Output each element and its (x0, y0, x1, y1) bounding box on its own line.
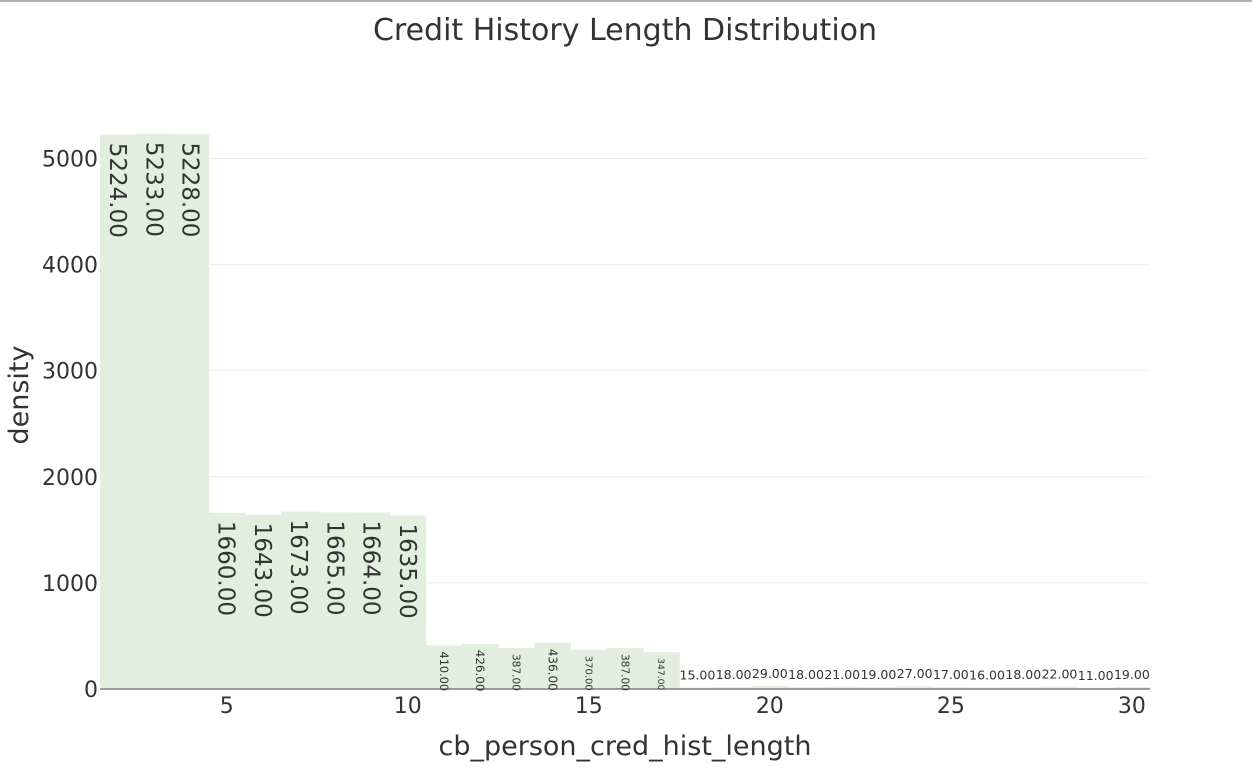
x-axis-title: cb_person_cred_hist_length (439, 731, 812, 762)
histogram-bar (787, 687, 825, 689)
bar-value-label: 11.00 (1078, 668, 1114, 683)
bar-value-label: 347.00 (655, 658, 666, 690)
y-axis-ticks: 0 1000 2000 3000 4000 5000 (42, 148, 98, 703)
bar-value-label: 22.00 (1042, 667, 1078, 682)
gridlines (210, 158, 1150, 584)
bar-value-label: 19.00 (1114, 667, 1150, 682)
histogram-bar (244, 514, 282, 689)
bar-value-label: 27.00 (897, 666, 933, 681)
bar-value-label: 19.00 (861, 667, 897, 682)
histogram-bar (498, 647, 535, 689)
bar-value-label: 5224.00 (104, 143, 130, 238)
bars (100, 133, 1151, 690)
histogram-bar (1113, 686, 1151, 689)
chart-title: Credit History Length Distribution (373, 13, 877, 48)
histogram-bar (317, 512, 354, 689)
bar-value-label: 5228.00 (177, 142, 203, 237)
histogram-bar (389, 515, 427, 689)
histogram-bar (534, 642, 572, 689)
histogram-bar (860, 686, 898, 689)
bar-labels: 5224.00 5233.00 5228.00 1660.00 1643.00 1673.… (104, 142, 1150, 692)
histogram-bar (896, 686, 934, 689)
bar-value-label: 387.00 (510, 654, 522, 691)
x-tick-label: 20 (756, 694, 784, 719)
bar-value-label: 1660.00 (213, 521, 239, 616)
histogram-bar (1041, 686, 1079, 689)
bar-value-label: 15.00 (680, 667, 716, 682)
bar-value-label: 1673.00 (285, 520, 311, 615)
y-tick-label: 4000 (42, 254, 98, 279)
bar-value-label: 1643.00 (249, 523, 275, 618)
bar-value-label: 18.00 (1005, 667, 1041, 682)
bar-value-label: 18.00 (716, 667, 752, 682)
y-tick-label: 0 (84, 678, 98, 703)
histogram-bar (968, 687, 1006, 689)
x-axis-ticks: 5 10 15 20 25 30 (220, 694, 1146, 719)
x-tick-label: 30 (1118, 694, 1146, 719)
x-tick-label: 10 (394, 694, 422, 719)
y-tick-label: 3000 (42, 360, 98, 385)
bar-value-label: 1664.00 (358, 520, 384, 615)
x-tick-label: 25 (937, 694, 965, 719)
bar-value-label: 436.00 (545, 649, 559, 691)
bar-value-label: 29.00 (752, 666, 788, 681)
histogram-bar (824, 686, 861, 689)
histogram-bar (679, 687, 717, 689)
bar-value-label: 17.00 (933, 667, 969, 682)
y-tick-label: 2000 (42, 466, 98, 491)
histogram-bar (353, 512, 391, 689)
y-tick-label: 1000 (42, 572, 98, 597)
histogram-bar (643, 652, 680, 689)
bar-value-label: 410.00 (437, 652, 450, 692)
histogram-bar (932, 687, 970, 689)
bar-value-label: 1665.00 (321, 520, 347, 615)
histogram-bar (1005, 687, 1042, 689)
x-tick-label: 5 (220, 694, 234, 719)
bar-value-label: 426.00 (473, 650, 487, 692)
y-tick-label: 5000 (42, 148, 98, 173)
histogram-bar (606, 647, 644, 689)
histogram-bar (136, 133, 173, 690)
bar-value-label: 1635.00 (394, 524, 420, 619)
bar-value-label: 5233.00 (140, 142, 166, 237)
bar-value-label: 21.00 (824, 667, 860, 682)
x-tick-label: 15 (575, 694, 603, 719)
histogram-bar (281, 511, 318, 689)
histogram-bar (715, 687, 753, 689)
histogram-bar (208, 512, 246, 689)
histogram-bar (1077, 687, 1115, 689)
bar-value-label: 16.00 (969, 667, 1005, 682)
bar-value-label: 18.00 (788, 667, 824, 682)
bar-value-label: 370.00 (582, 656, 593, 691)
histogram-bar (462, 643, 499, 689)
histogram-bar (570, 649, 608, 689)
histogram-bar (425, 645, 463, 689)
histogram-bar (172, 134, 210, 689)
bar-value-label: 387.00 (618, 654, 630, 691)
histogram-bar (751, 685, 789, 689)
histogram-bar (100, 134, 137, 689)
y-axis-title: density (4, 345, 35, 444)
